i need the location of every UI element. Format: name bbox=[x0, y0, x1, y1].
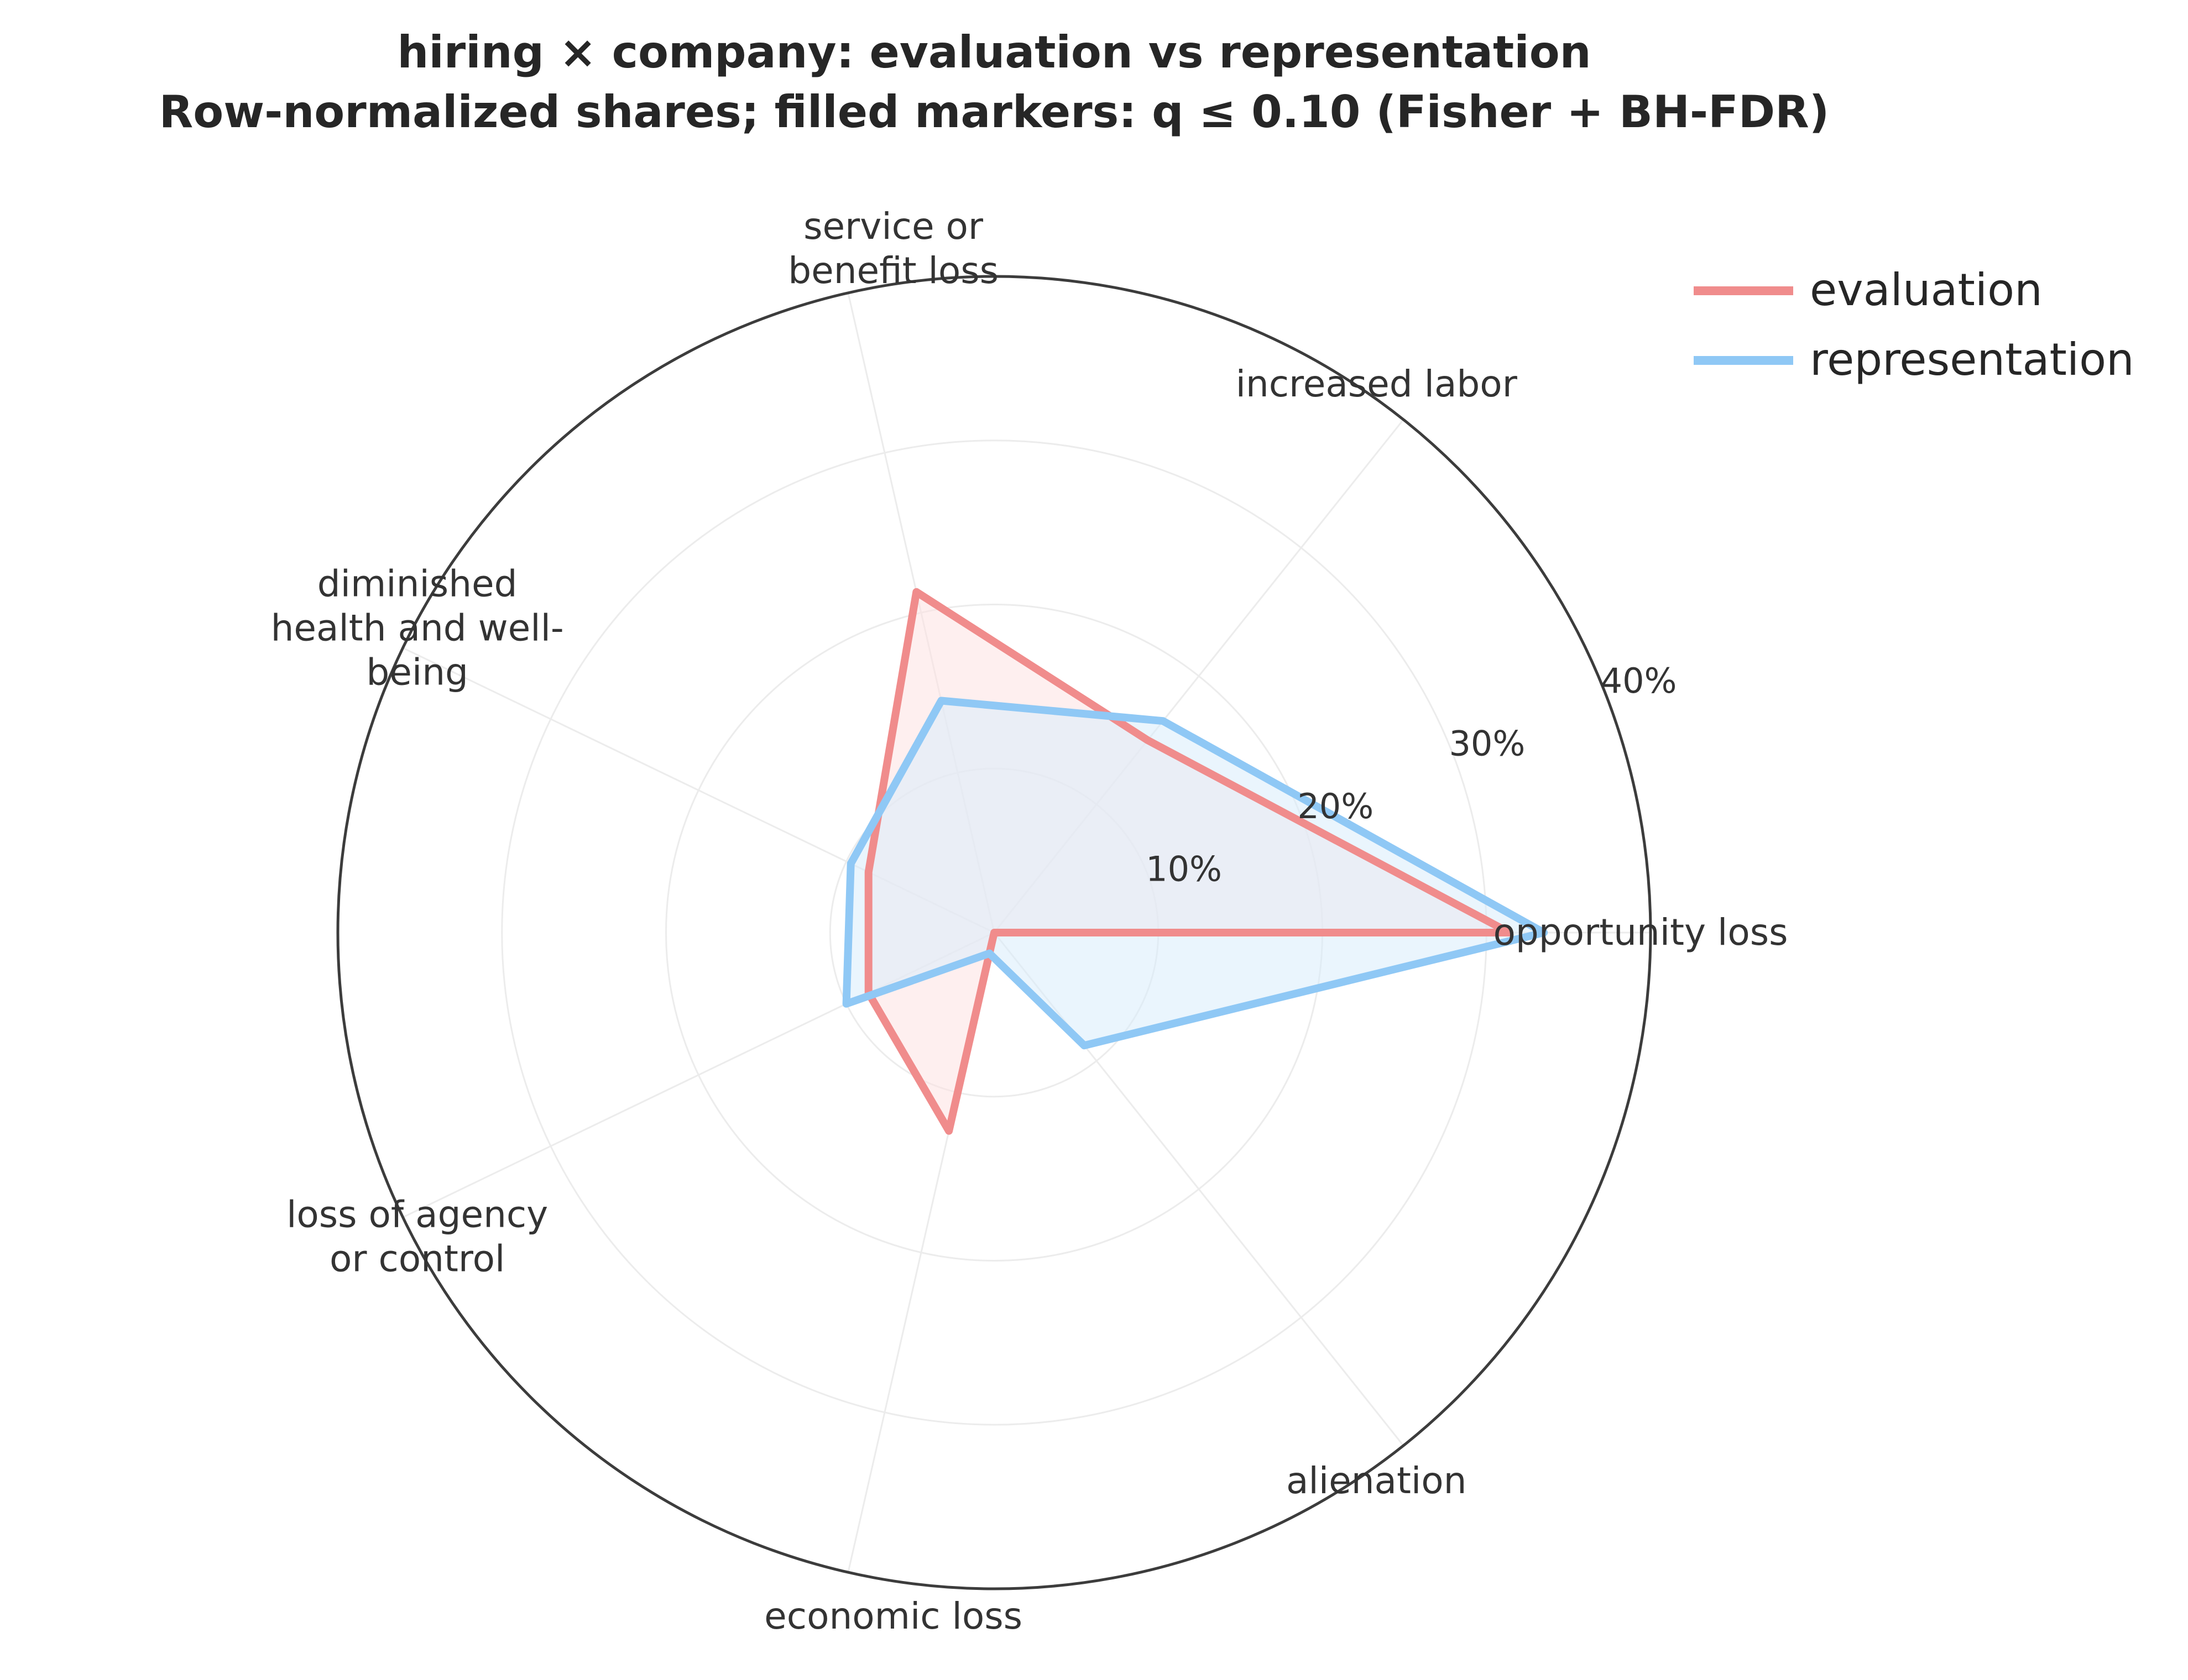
category-label: opportunity loss bbox=[1494, 911, 1788, 954]
chart-title-line-2: Row-normalized shares; filled markers: q… bbox=[159, 86, 1830, 138]
radial-tick-labels: 10% 20% 30% 40% bbox=[1146, 661, 1677, 889]
chart-title-line-1: hiring × company: evaluation vs represen… bbox=[397, 27, 1591, 78]
legend-label-representation: representation bbox=[1810, 334, 2134, 385]
radial-tick-label: 20% bbox=[1297, 786, 1374, 826]
category-label: economic loss bbox=[764, 1595, 1022, 1637]
category-labels: opportunity loss increased labor service o… bbox=[271, 205, 1788, 1637]
outer-circle bbox=[336, 275, 1652, 1590]
category-label: increased labor bbox=[1236, 363, 1518, 405]
outer-frame bbox=[336, 275, 1652, 1590]
radial-tick-label: 10% bbox=[1146, 849, 1222, 889]
series-polygons bbox=[842, 588, 1548, 1135]
category-label: loss of agency or control bbox=[286, 1194, 548, 1280]
legend: evaluation representation bbox=[1694, 264, 2134, 385]
category-label: diminished health and well-being bbox=[271, 562, 564, 693]
chart-title: hiring × company: evaluation vs represen… bbox=[159, 27, 1830, 138]
series-line-representation bbox=[842, 697, 1548, 1050]
legend-label-evaluation: evaluation bbox=[1810, 264, 2043, 316]
category-label: alienation bbox=[1286, 1459, 1466, 1502]
series-fill-representation bbox=[846, 700, 1544, 1046]
radial-tick-label: 40% bbox=[1601, 661, 1677, 701]
category-label: service or benefit loss bbox=[788, 205, 999, 292]
radial-tick-label: 30% bbox=[1449, 723, 1525, 763]
